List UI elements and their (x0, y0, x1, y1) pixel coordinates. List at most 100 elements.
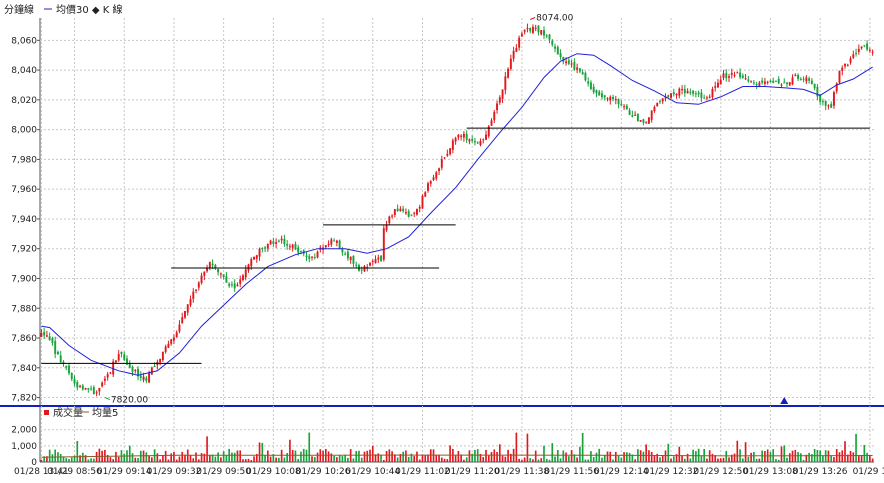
candle-body (523, 29, 526, 32)
volume-bar (65, 458, 68, 462)
x-tick-label: 01/29 11:38 (495, 467, 550, 477)
candle-body (595, 90, 598, 94)
legend-title: 分鐘線 (4, 3, 34, 16)
volume-bar (145, 452, 148, 462)
candle-body (427, 183, 429, 191)
candle-body (208, 262, 211, 268)
candle-body (479, 141, 482, 145)
volume-bar (134, 457, 137, 462)
candle-body (537, 25, 540, 33)
volume-bar (811, 454, 813, 462)
candle-body (719, 79, 722, 85)
volume-bar (432, 449, 435, 462)
volume-legend-title: 成交量 (53, 406, 83, 419)
candle-body (294, 243, 297, 250)
volume-bar (175, 459, 178, 462)
candle-body (471, 138, 474, 141)
volume-bar (695, 451, 697, 462)
candle-body (664, 96, 667, 99)
candle-body (462, 133, 465, 138)
x-tick-label: 01/28 13:41 (14, 467, 69, 477)
candle-body (266, 243, 269, 249)
candle-body (650, 110, 653, 120)
volume-bar (195, 452, 197, 462)
candle-body (228, 283, 231, 286)
candle-body (830, 103, 833, 108)
volume-bar (382, 459, 385, 462)
candle-body (507, 68, 510, 78)
volume-ma-line (41, 454, 873, 458)
candle-body (117, 353, 120, 361)
candle-body (589, 82, 592, 89)
candle-body (504, 76, 507, 91)
candle-body (623, 106, 626, 108)
candle-body (402, 208, 405, 212)
candle-body (283, 238, 286, 245)
volume-bar (783, 445, 786, 462)
volume-bar (747, 456, 750, 462)
volume-bar (755, 458, 758, 462)
volume-bar (570, 450, 573, 462)
volume-bar (808, 452, 810, 462)
volume-bar (297, 458, 300, 462)
volume-bar (316, 452, 319, 462)
volume-bar (123, 453, 126, 462)
volume-legend: 成交量 均量5 (44, 406, 118, 419)
candle-body (377, 257, 380, 260)
volume-bar (363, 451, 366, 462)
volume-bar (545, 458, 548, 462)
volume-bar (200, 453, 203, 462)
volume-bar (471, 453, 474, 462)
volume-bar (579, 446, 581, 462)
candle-body (300, 250, 302, 252)
candle-body (863, 45, 866, 47)
candle-body (576, 67, 579, 70)
volume-bar (639, 450, 642, 462)
candle-body (653, 106, 656, 112)
candle-body (866, 43, 869, 50)
volume-bar (209, 455, 211, 462)
volume-bar (653, 455, 656, 462)
candle-body (167, 343, 170, 348)
volume-bar (330, 453, 333, 462)
volume-bar (112, 459, 115, 462)
volume-bar (231, 452, 233, 462)
candle-body (551, 40, 554, 45)
volume-bar (725, 450, 728, 462)
candle-body (253, 256, 255, 260)
volume-bar (291, 449, 294, 462)
x-tick-label: 01/29 10:08 (246, 467, 301, 477)
volume-bar (753, 452, 755, 462)
y-tick-label: 7,920 (11, 245, 37, 255)
candle-body (449, 148, 452, 155)
volume-bar (603, 455, 606, 462)
candle-body (206, 268, 209, 272)
candle-body (186, 304, 189, 313)
candle-body (639, 120, 642, 122)
candle-body (570, 63, 573, 65)
volume-bar (562, 450, 565, 462)
candle-body (222, 274, 225, 278)
volume-bar (548, 459, 551, 462)
volume-bar (722, 457, 725, 462)
volume-bar (413, 456, 416, 462)
candle-body (797, 74, 800, 79)
volume-bar (634, 459, 636, 462)
candle-body (217, 268, 220, 273)
candle-body (286, 243, 289, 246)
volume-bar (167, 459, 170, 462)
candle-body (485, 134, 487, 140)
volume-bar (369, 449, 371, 462)
x-tick-label: 01/29 1 (853, 467, 884, 477)
volume-bar (429, 449, 432, 462)
candle-body (128, 362, 131, 368)
volume-bar (838, 452, 841, 462)
volume-bar (482, 457, 485, 462)
candle-body (700, 92, 703, 98)
candle-body (360, 269, 363, 271)
volume-bar (554, 456, 556, 462)
candle-body (344, 253, 347, 255)
candle-body (446, 153, 449, 156)
volume-bar (791, 450, 794, 462)
